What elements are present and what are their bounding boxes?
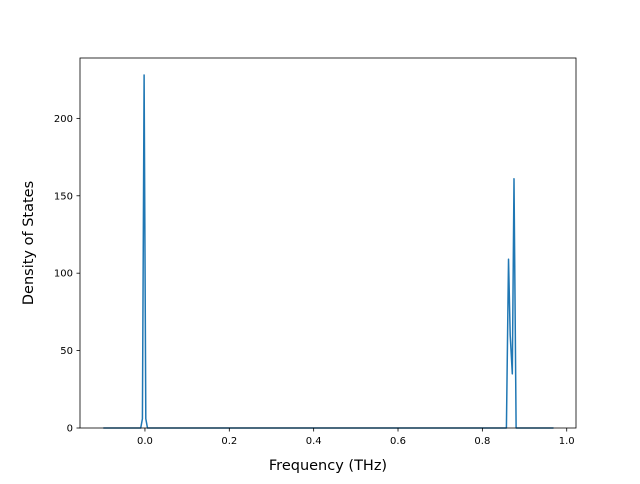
x-tick-label: 0.0 <box>137 436 153 447</box>
y-tick-label: 200 <box>54 114 73 125</box>
y-tick-label: 0 <box>67 424 73 435</box>
x-tick-label: 0.2 <box>221 436 237 447</box>
x-tick-label: 1.0 <box>559 436 575 447</box>
x-axis-title: Frequency (THz) <box>269 458 387 474</box>
y-axis-ticks: 0 50 100 150 200 <box>54 114 80 435</box>
y-tick-label: 150 <box>54 191 73 202</box>
x-tick-label: 0.6 <box>390 436 406 447</box>
y-axis-title: Density of States <box>21 181 37 305</box>
axes-frame <box>79 57 577 429</box>
x-axis-ticks: 0.0 0.2 0.4 0.6 0.8 1.0 <box>137 428 575 447</box>
x-tick-label: 0.4 <box>306 436 322 447</box>
x-tick-label: 0.8 <box>474 436 490 447</box>
y-tick-label: 50 <box>60 346 73 357</box>
y-tick-label: 100 <box>54 269 73 280</box>
